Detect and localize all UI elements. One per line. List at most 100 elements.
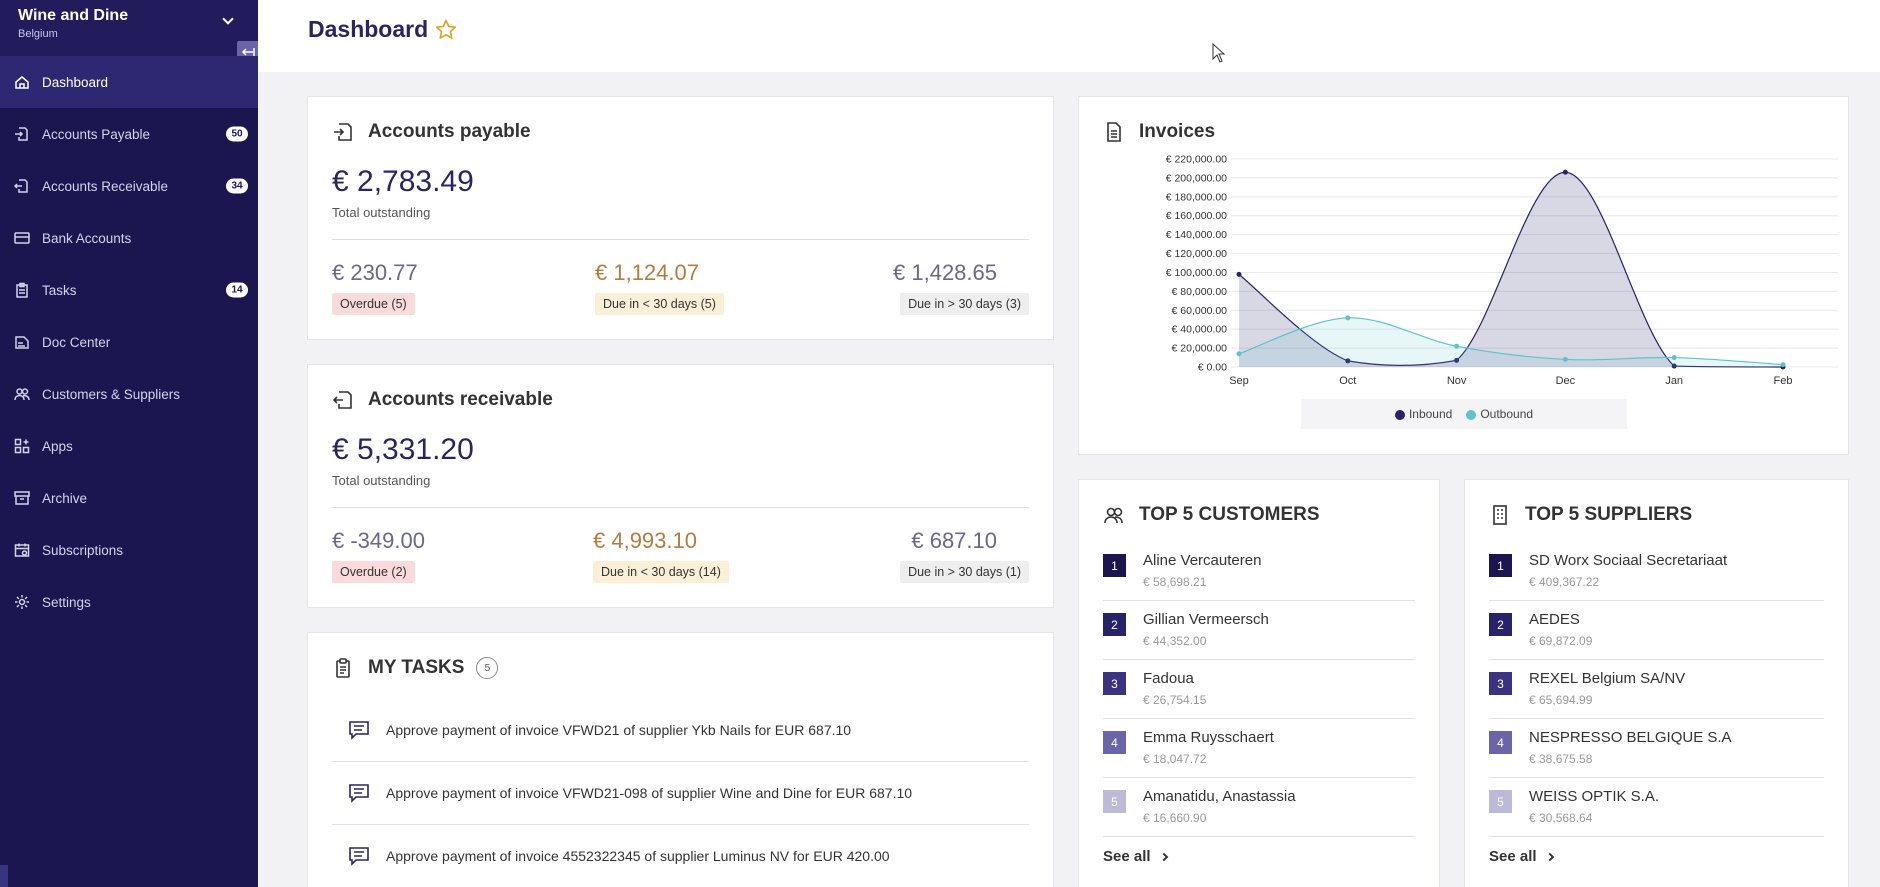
list-item[interactable]: 1 SD Worx Sociaal Secretariaat € 409,367… bbox=[1489, 542, 1824, 601]
top-item-value: € 26,754.15 bbox=[1143, 693, 1207, 707]
legend-label: Inbound bbox=[1408, 407, 1453, 421]
data-point bbox=[1236, 271, 1242, 277]
legend-item-outbound[interactable]: Outbound bbox=[1466, 407, 1533, 421]
top-item-value: € 18,047.72 bbox=[1143, 752, 1207, 766]
count-badge: 14 bbox=[226, 282, 248, 298]
top-item-name: SD Worx Sociaal Secretariaat bbox=[1529, 552, 1728, 569]
list-item[interactable]: 5 WEISS OPTIK S.A. € 30,568.64 bbox=[1489, 778, 1824, 837]
top-item-name: REXEL Belgium SA/NV bbox=[1529, 670, 1686, 687]
sidebar-item-doc-center[interactable]: Doc Center bbox=[0, 316, 258, 368]
receivable-icon bbox=[332, 389, 354, 411]
list-item[interactable]: 4 Emma Ruysschaert € 18,047.72 bbox=[1103, 719, 1415, 778]
chevron-right-icon bbox=[1545, 852, 1554, 861]
accounts-payable-title-text: Accounts payable bbox=[368, 121, 531, 142]
sidebar-item-label: Bank Accounts bbox=[42, 230, 132, 246]
task-item[interactable]: Approve payment of invoice VFWD21-098 of… bbox=[332, 762, 1029, 825]
rank-badge: 5 bbox=[1103, 790, 1126, 813]
data-point bbox=[1236, 351, 1242, 357]
list-item[interactable]: 2 AEDES € 69,872.09 bbox=[1489, 601, 1824, 660]
data-point bbox=[1454, 343, 1460, 349]
sidebar-item-accounts-receivable[interactable]: Accounts Receivable 34 bbox=[0, 160, 258, 212]
customers-see-all-link[interactable]: See all bbox=[1103, 848, 1168, 865]
top-suppliers-title-text: TOP 5 SUPPLIERS bbox=[1525, 504, 1693, 525]
sidebar-item-label: Doc Center bbox=[42, 334, 111, 350]
sidebar-item-label: Accounts Receivable bbox=[42, 178, 169, 194]
sidebar-item-label: Accounts Payable bbox=[42, 126, 151, 142]
accounts-receivable-title: Accounts receivable bbox=[332, 389, 553, 411]
top-suppliers-title: TOP 5 SUPPLIERS bbox=[1489, 504, 1692, 526]
divider bbox=[332, 239, 1029, 240]
rank-badge: 3 bbox=[1489, 672, 1512, 695]
sidebar-item-tasks[interactable]: Tasks 14 bbox=[0, 264, 258, 316]
sidebar-item-archive[interactable]: Archive bbox=[0, 472, 258, 524]
list-item[interactable]: 5 Amanatidu, Anastassia € 16,660.90 bbox=[1103, 778, 1415, 837]
payable-overdue-amount: € 230.77 bbox=[332, 260, 418, 285]
sidebar-item-dashboard[interactable]: Dashboard bbox=[0, 56, 258, 108]
receivable-due-soon-tag[interactable]: Due in < 30 days (14) bbox=[593, 561, 729, 583]
bank-card-icon bbox=[14, 230, 30, 246]
y-tick-label: € 40,000.00 bbox=[1172, 324, 1228, 336]
sidebar-item-subscriptions[interactable]: Subscriptions bbox=[0, 524, 258, 576]
list-item[interactable]: 4 NESPRESSO BELGIQUE S.A € 38,675.58 bbox=[1489, 719, 1824, 778]
my-tasks-card: MY TASKS 5 Approve payment of invoice VF… bbox=[307, 632, 1054, 887]
chart-legend: Inbound Outbound bbox=[1301, 399, 1627, 429]
top-item-name: NESPRESSO BELGIQUE S.A bbox=[1529, 729, 1732, 746]
task-item[interactable]: Approve payment of invoice 4552322345 of… bbox=[332, 825, 1029, 887]
x-tick-label: Oct bbox=[1339, 375, 1356, 387]
data-point bbox=[1562, 356, 1568, 362]
accounts-payable-card[interactable]: Accounts payable € 2,783.49 Total outsta… bbox=[307, 96, 1054, 340]
accounts-payable-title: Accounts payable bbox=[332, 121, 531, 143]
sidebar-item-bank-accounts[interactable]: Bank Accounts bbox=[0, 212, 258, 264]
list-item[interactable]: 2 Gillian Vermeersch € 44,352.00 bbox=[1103, 601, 1415, 660]
receivable-total-label: Total outstanding bbox=[332, 473, 431, 488]
sidebar-item-apps[interactable]: Apps bbox=[0, 420, 258, 472]
sidebar-item-customers-suppliers[interactable]: Customers & Suppliers bbox=[0, 368, 258, 420]
suppliers-see-all-link[interactable]: See all bbox=[1489, 848, 1554, 865]
top-item-name: Aline Vercauteren bbox=[1143, 552, 1262, 569]
receivable-overdue-tag[interactable]: Overdue (2) bbox=[332, 561, 415, 583]
org-country: Belgium bbox=[18, 28, 58, 40]
top-item-name: Amanatidu, Anastassia bbox=[1143, 788, 1296, 805]
payable-due-soon-tag[interactable]: Due in < 30 days (5) bbox=[595, 293, 724, 315]
payable-overdue-tag[interactable]: Overdue (5) bbox=[332, 293, 415, 315]
x-tick-label: Dec bbox=[1556, 375, 1576, 387]
sidebar-item-accounts-payable[interactable]: Accounts Payable 50 bbox=[0, 108, 258, 160]
sidebar-item-settings[interactable]: Settings bbox=[0, 576, 258, 628]
see-all-label: See all bbox=[1103, 848, 1151, 865]
sidebar-edge-handle bbox=[0, 865, 8, 887]
receivable-due-soon-amount: € 4,993.10 bbox=[593, 528, 697, 553]
favorite-star-icon[interactable] bbox=[434, 18, 458, 42]
series-area-inbound bbox=[1239, 172, 1783, 367]
legend-dot-icon bbox=[1394, 409, 1405, 420]
y-tick-label: € 60,000.00 bbox=[1172, 305, 1228, 317]
chevron-right-icon bbox=[1159, 852, 1168, 861]
apps-icon bbox=[14, 438, 30, 454]
rank-badge: 1 bbox=[1489, 554, 1512, 577]
x-tick-label: Feb bbox=[1774, 375, 1793, 387]
y-tick-label: € 0.00 bbox=[1198, 362, 1227, 374]
list-item[interactable]: 1 Aline Vercauteren € 58,698.21 bbox=[1103, 542, 1415, 601]
list-item[interactable]: 3 REXEL Belgium SA/NV € 65,694.99 bbox=[1489, 660, 1824, 719]
count-badge: 50 bbox=[226, 126, 248, 142]
legend-item-inbound[interactable]: Inbound bbox=[1394, 407, 1453, 421]
receivable-due-later-tag[interactable]: Due in > 30 days (1) bbox=[900, 561, 1029, 583]
invoices-chart: € 0.00 € 20,000.00 € 40,000.00 € 60,000.00 €… bbox=[1166, 154, 1838, 387]
data-point bbox=[1345, 315, 1351, 321]
x-tick-label: Nov bbox=[1447, 375, 1467, 387]
org-switcher[interactable]: Wine and Dine Belgium bbox=[0, 0, 258, 56]
task-item[interactable]: Approve payment of invoice VFWD21 of sup… bbox=[332, 699, 1029, 762]
sidebar-item-label: Archive bbox=[42, 490, 88, 506]
page-header: Dashboard bbox=[258, 0, 1880, 72]
comment-icon bbox=[348, 783, 370, 803]
legend-label: Outbound bbox=[1480, 407, 1534, 421]
payable-due-soon-amount: € 1,124.07 bbox=[595, 260, 699, 285]
comment-icon bbox=[348, 720, 370, 740]
list-item[interactable]: 3 Fadoua € 26,754.15 bbox=[1103, 660, 1415, 719]
sidebar-item-label: Customers & Suppliers bbox=[42, 386, 181, 402]
payable-due-later-tag[interactable]: Due in > 30 days (3) bbox=[900, 293, 1029, 315]
rank-badge: 2 bbox=[1103, 613, 1126, 636]
accounts-receivable-card[interactable]: Accounts receivable € 5,331.20 Total out… bbox=[307, 364, 1054, 608]
top-item-value: € 16,660.90 bbox=[1143, 811, 1207, 825]
payable-icon bbox=[14, 126, 30, 142]
users-icon bbox=[1103, 504, 1125, 526]
